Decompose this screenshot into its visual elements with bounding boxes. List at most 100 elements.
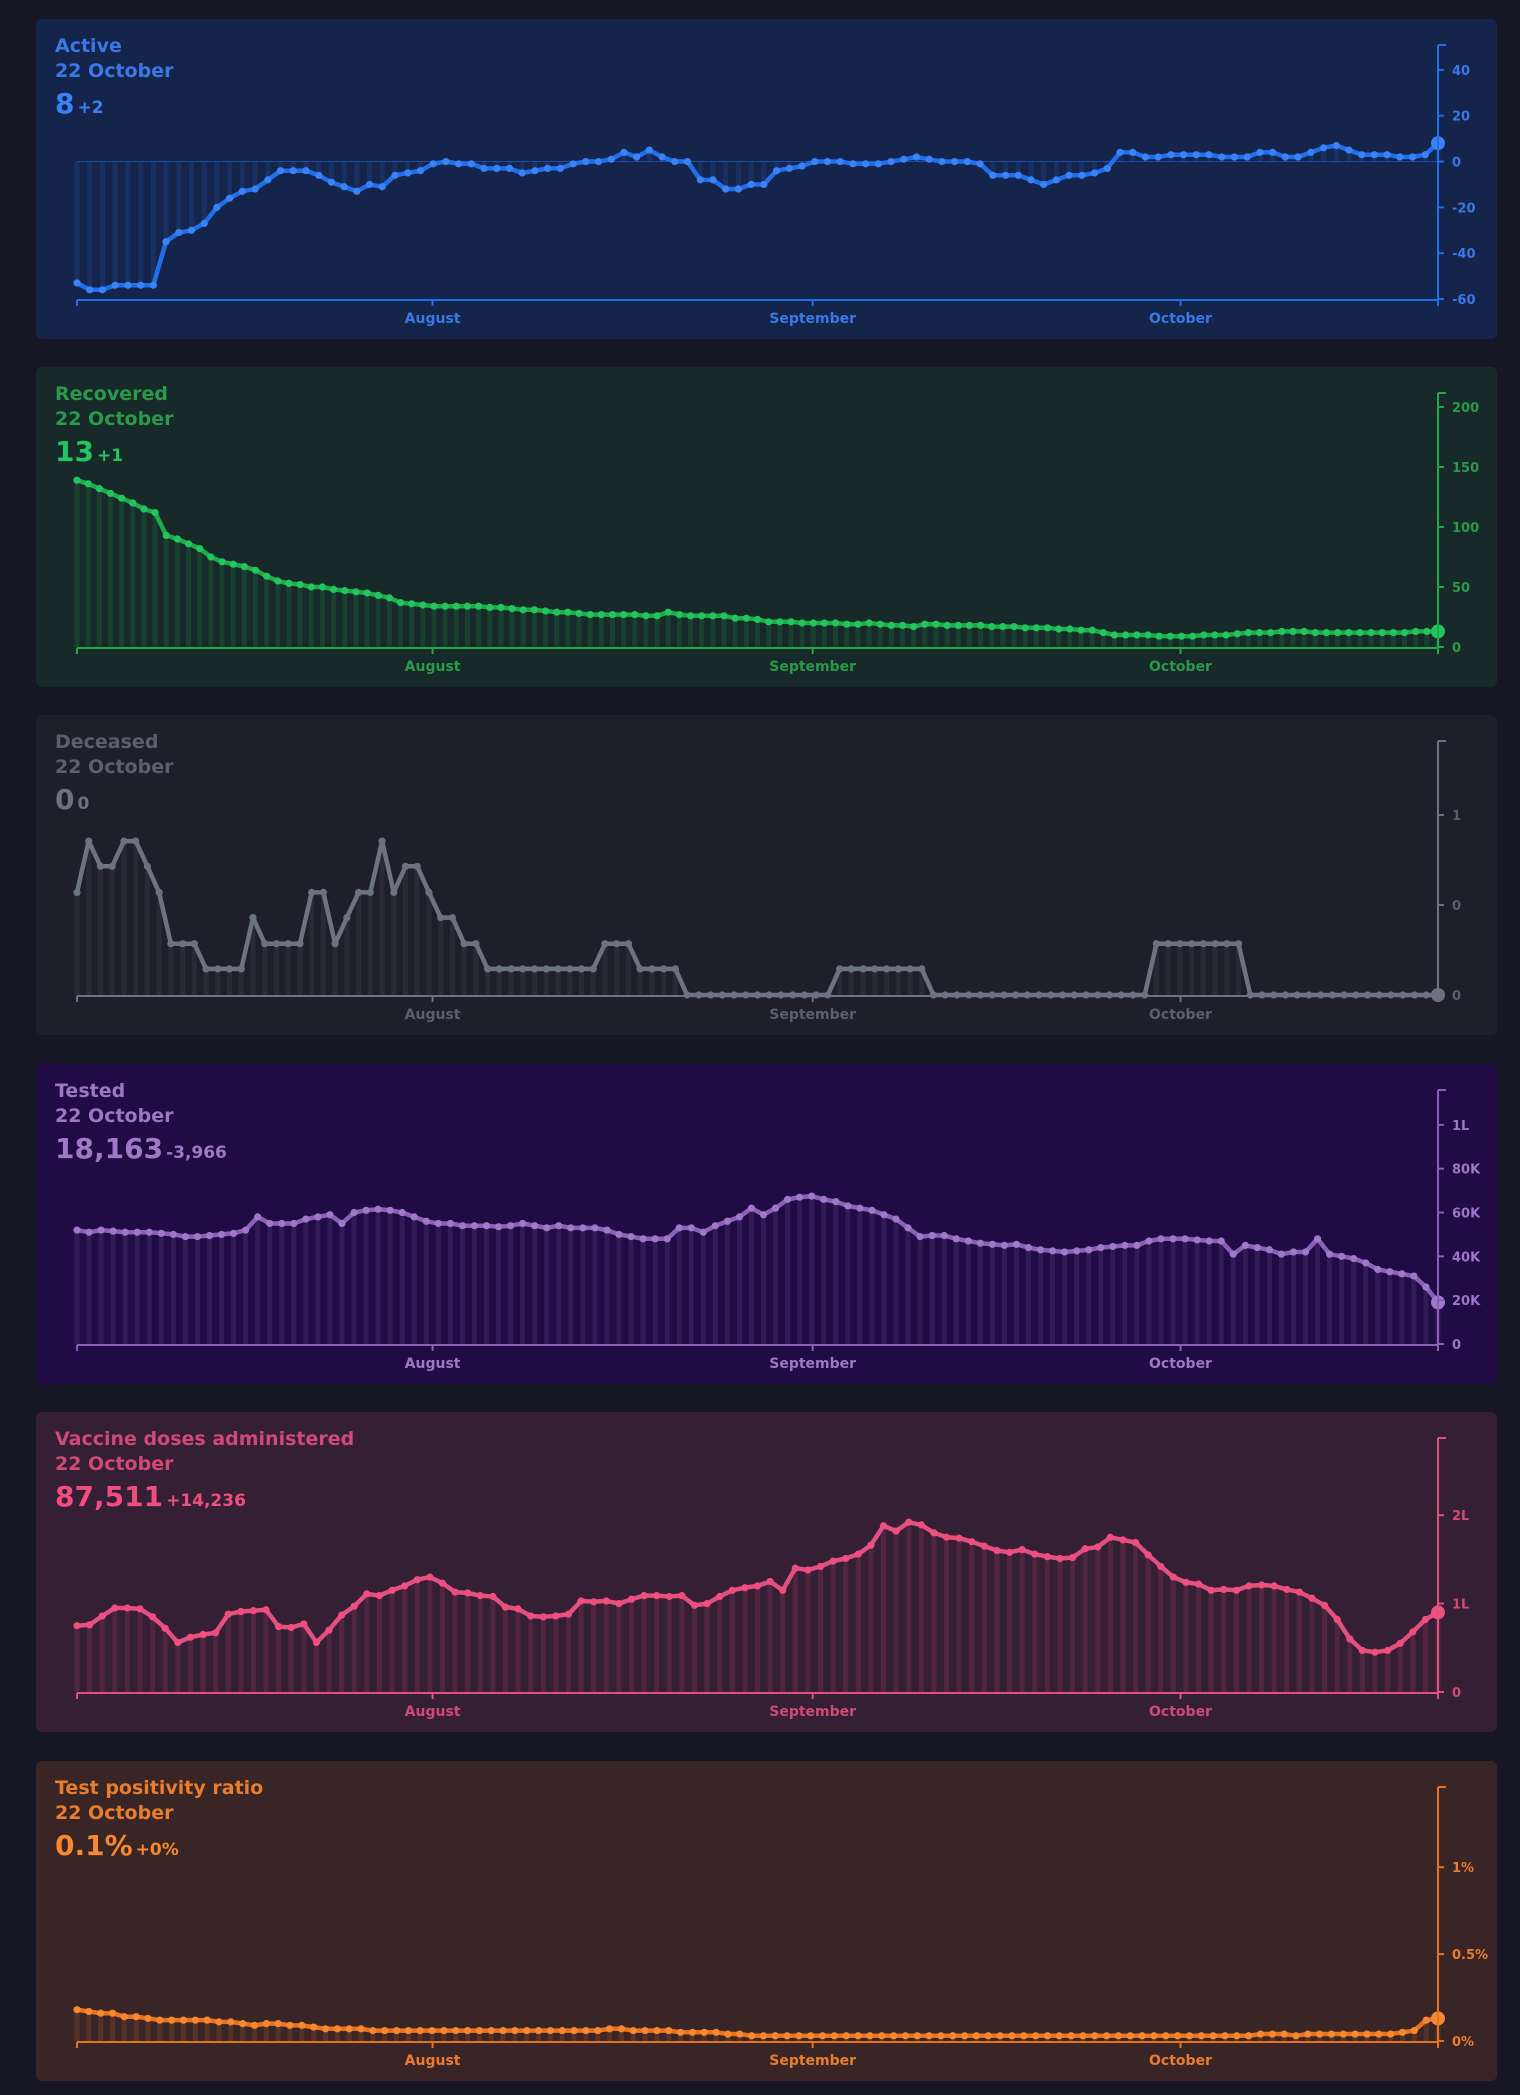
data-point[interactable] <box>567 1224 575 1232</box>
data-point[interactable] <box>410 1213 418 1221</box>
data-point[interactable] <box>1144 631 1152 639</box>
data-point[interactable] <box>988 623 996 631</box>
data-point[interactable] <box>660 965 668 973</box>
data-point[interactable] <box>111 281 119 289</box>
data-point[interactable] <box>437 914 445 922</box>
data-point[interactable] <box>1090 169 1099 177</box>
data-point[interactable] <box>887 621 895 629</box>
data-point[interactable] <box>640 1592 648 1600</box>
data-point[interactable] <box>879 1522 888 1530</box>
data-point[interactable] <box>582 157 590 166</box>
data-point[interactable] <box>809 619 817 627</box>
data-point[interactable] <box>314 1213 322 1221</box>
data-point[interactable] <box>353 187 361 195</box>
data-point[interactable] <box>1155 632 1163 640</box>
data-point[interactable] <box>318 583 327 591</box>
data-point[interactable] <box>1422 1283 1430 1291</box>
data-point[interactable] <box>212 1629 220 1637</box>
data-point[interactable] <box>363 589 371 597</box>
data-point[interactable] <box>143 862 151 870</box>
data-point[interactable] <box>1313 1235 1322 1243</box>
data-point[interactable] <box>1339 2030 1347 2038</box>
data-point[interactable] <box>1077 626 1085 634</box>
data-point[interactable] <box>1188 632 1197 640</box>
data-point[interactable] <box>145 1228 153 1236</box>
data-point[interactable] <box>350 1208 358 1217</box>
data-point[interactable] <box>832 1197 840 1206</box>
data-point[interactable] <box>1233 2032 1241 2040</box>
data-point[interactable] <box>711 1222 719 1230</box>
data-point[interactable] <box>1177 632 1186 640</box>
data-point[interactable] <box>1185 2032 1194 2040</box>
data-point[interactable] <box>1008 2032 1016 2040</box>
data-point[interactable] <box>602 1597 610 1605</box>
data-point[interactable] <box>357 2025 365 2033</box>
data-point[interactable] <box>791 1564 799 1572</box>
data-point[interactable] <box>1289 1248 1298 1256</box>
data-point[interactable] <box>398 1208 406 1217</box>
data-point[interactable] <box>854 1550 862 1558</box>
data-point[interactable] <box>591 1224 599 1232</box>
data-point[interactable] <box>1207 1586 1215 1594</box>
data-point[interactable] <box>653 1592 661 1600</box>
data-point[interactable] <box>249 914 257 922</box>
data-point[interactable] <box>396 599 405 607</box>
data-point[interactable] <box>511 2026 519 2035</box>
data-point[interactable] <box>955 1534 963 1542</box>
data-point[interactable] <box>984 2032 992 2040</box>
data-point[interactable] <box>1265 1246 1273 1254</box>
data-point[interactable] <box>249 1607 258 1615</box>
data-point[interactable] <box>1245 1582 1253 1590</box>
data-point[interactable] <box>388 1586 396 1594</box>
data-point[interactable] <box>1043 1553 1051 1561</box>
data-point[interactable] <box>225 965 234 973</box>
data-point[interactable] <box>542 965 550 973</box>
data-point[interactable] <box>229 1229 238 1237</box>
data-point[interactable] <box>949 2032 957 2040</box>
data-point[interactable] <box>1193 1236 1201 1244</box>
data-point[interactable] <box>603 1226 611 1234</box>
data-point[interactable] <box>620 611 628 619</box>
data-point[interactable] <box>1371 1648 1379 1656</box>
data-point[interactable] <box>129 499 137 507</box>
data-point[interactable] <box>1001 171 1010 179</box>
data-point[interactable] <box>251 185 259 193</box>
data-point[interactable] <box>1268 2030 1276 2038</box>
data-point[interactable] <box>390 888 398 896</box>
data-point[interactable] <box>590 1598 598 1606</box>
data-point[interactable] <box>1292 2032 1300 2040</box>
data-point[interactable] <box>633 153 641 161</box>
data-point[interactable] <box>1205 1237 1213 1245</box>
data-point[interactable] <box>759 2032 768 2040</box>
data-point[interactable] <box>463 2026 472 2035</box>
data-point[interactable] <box>1040 180 1048 189</box>
data-point[interactable] <box>1398 2028 1407 2036</box>
data-point[interactable] <box>497 603 505 611</box>
data-point[interactable] <box>493 164 501 173</box>
data-point[interactable] <box>1327 2030 1336 2038</box>
data-point[interactable] <box>951 157 959 166</box>
data-point[interactable] <box>136 281 145 289</box>
data-point[interactable] <box>594 2026 602 2035</box>
data-point[interactable] <box>887 157 895 166</box>
data-point[interactable] <box>1423 627 1431 635</box>
data-point[interactable] <box>1066 625 1074 633</box>
data-point[interactable] <box>1091 2032 1099 2040</box>
data-point[interactable] <box>996 2032 1004 2040</box>
data-point[interactable] <box>1278 627 1286 635</box>
data-point[interactable] <box>965 621 974 629</box>
data-point[interactable] <box>901 2032 910 2040</box>
data-point[interactable] <box>671 157 679 166</box>
data-point[interactable] <box>374 591 382 599</box>
data-point[interactable] <box>467 160 475 168</box>
data-point[interactable] <box>319 888 327 896</box>
data-point[interactable] <box>1103 2032 1111 2040</box>
data-point[interactable] <box>169 1230 177 1239</box>
data-point[interactable] <box>264 176 272 184</box>
data-point[interactable] <box>1027 176 1035 184</box>
data-point[interactable] <box>1157 1562 1165 1571</box>
data-point[interactable] <box>972 2032 981 2040</box>
data-point[interactable] <box>296 581 304 589</box>
data-point[interactable] <box>144 2014 152 2023</box>
data-point[interactable] <box>1316 2030 1324 2038</box>
